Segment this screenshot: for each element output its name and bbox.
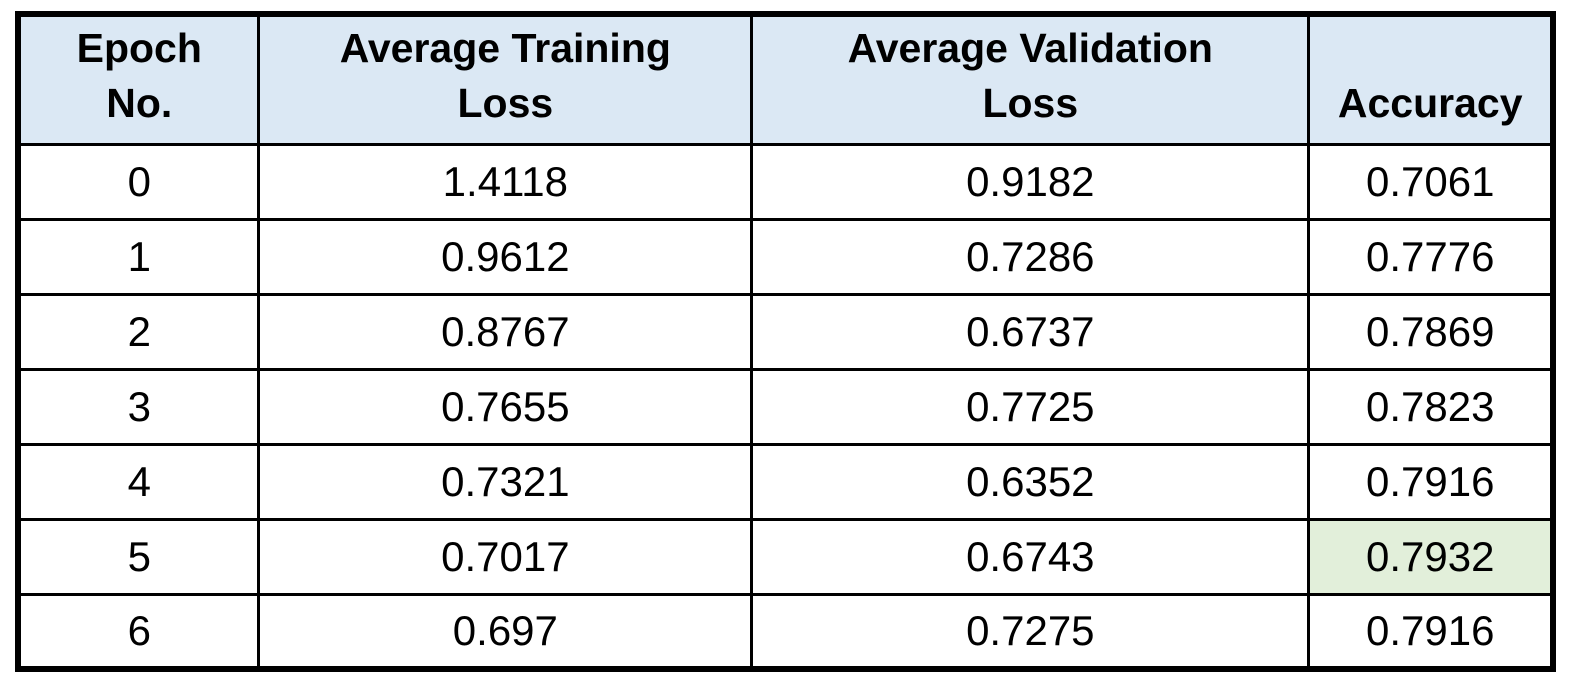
training-results-table: Epoch No. Average Training Loss Average …: [15, 11, 1556, 672]
table-row: 6 0.697 0.7275 0.7916: [16, 592, 1555, 671]
table-row: 4 0.7321 0.6352 0.7916: [16, 442, 1555, 521]
cell-accuracy: 0.7823: [1307, 367, 1555, 446]
header-line: Average Training: [339, 24, 671, 71]
cell-training-loss: 0.7017: [257, 517, 754, 596]
cell-accuracy: 0.7916: [1307, 592, 1555, 671]
col-header-accuracy: Accuracy: [1307, 12, 1555, 146]
header-line: Epoch: [76, 24, 202, 71]
cell-training-loss: 0.7321: [257, 442, 754, 521]
header-line: Loss: [982, 79, 1079, 126]
cell-training-loss: 0.697: [257, 592, 754, 671]
cell-epoch: 5: [16, 517, 261, 596]
cell-validation-loss: 0.7275: [750, 592, 1311, 671]
cell-accuracy: 0.7932: [1307, 517, 1555, 596]
table-row: 2 0.8767 0.6737 0.7869: [16, 292, 1555, 371]
cell-epoch: 0: [16, 142, 261, 221]
cell-validation-loss: 0.6743: [750, 517, 1311, 596]
table-header: Epoch No. Average Training Loss Average …: [16, 12, 1555, 146]
header-row: Epoch No. Average Training Loss Average …: [16, 12, 1555, 146]
header-line: Loss: [457, 79, 554, 126]
cell-training-loss: 0.9612: [257, 217, 754, 296]
cell-accuracy: 0.7869: [1307, 292, 1555, 371]
cell-validation-loss: 0.6737: [750, 292, 1311, 371]
cell-training-loss: 1.4118: [257, 142, 754, 221]
cell-validation-loss: 0.7286: [750, 217, 1311, 296]
cell-accuracy: 0.7061: [1307, 142, 1555, 221]
cell-accuracy: 0.7776: [1307, 217, 1555, 296]
cell-epoch: 2: [16, 292, 261, 371]
cell-validation-loss: 0.6352: [750, 442, 1311, 521]
table-row: 1 0.9612 0.7286 0.7776: [16, 217, 1555, 296]
table-row: 5 0.7017 0.6743 0.7932: [16, 517, 1555, 596]
table-row: 0 1.4118 0.9182 0.7061: [16, 142, 1555, 221]
cell-validation-loss: 0.9182: [750, 142, 1311, 221]
header-line: Accuracy: [1337, 79, 1523, 126]
cell-epoch: 1: [16, 217, 261, 296]
cell-epoch: 3: [16, 367, 261, 446]
cell-epoch: 6: [16, 592, 261, 671]
table-body: 0 1.4118 0.9182 0.7061 1 0.9612 0.7286 0.7776 2 0…: [16, 142, 1555, 671]
col-header-training-loss: Average Training Loss: [257, 12, 754, 146]
header-line: No.: [106, 79, 173, 126]
table-row: 3 0.7655 0.7725 0.7823: [16, 367, 1555, 446]
col-header-epoch: Epoch No.: [16, 12, 261, 146]
cell-training-loss: 0.7655: [257, 367, 754, 446]
cell-training-loss: 0.8767: [257, 292, 754, 371]
cell-epoch: 4: [16, 442, 261, 521]
col-header-validation-loss: Average Validation Loss: [750, 12, 1311, 146]
cell-validation-loss: 0.7725: [750, 367, 1311, 446]
cell-accuracy: 0.7916: [1307, 442, 1555, 521]
header-line: Average Validation: [847, 24, 1213, 71]
